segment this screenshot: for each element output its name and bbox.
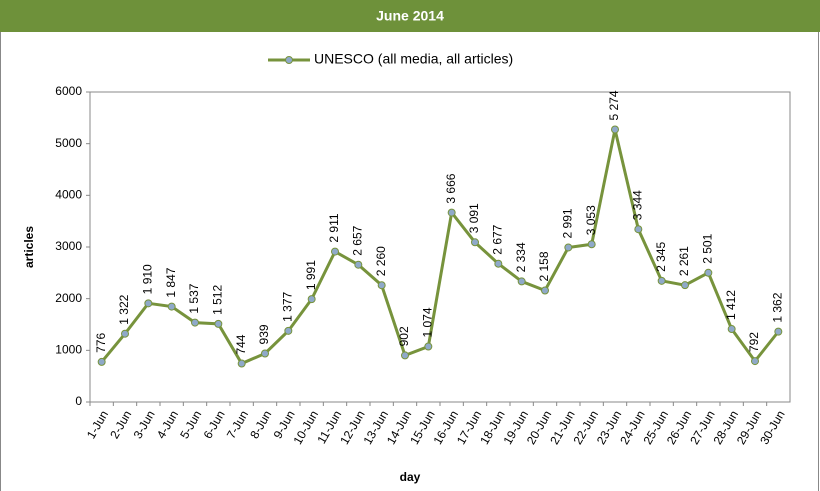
y-tick-label: 3000 (55, 239, 82, 253)
data-label: 1 377 (281, 291, 295, 321)
marker (354, 260, 363, 269)
marker (237, 359, 246, 368)
data-label: 1 362 (771, 292, 785, 322)
data-label: 1 910 (141, 264, 155, 294)
data-label: 902 (397, 326, 411, 346)
data-label: 939 (257, 324, 271, 344)
marker (121, 329, 129, 338)
marker (471, 238, 479, 247)
title-bar (0, 0, 820, 32)
data-label: 2 334 (514, 242, 528, 272)
marker (517, 277, 526, 286)
marker (447, 208, 456, 217)
marker (377, 281, 386, 290)
y-tick-label: 6000 (55, 84, 82, 98)
marker (284, 326, 293, 335)
data-label: 3 344 (631, 190, 645, 220)
data-label: 2 657 (351, 225, 365, 255)
marker (307, 295, 316, 304)
data-label: 744 (234, 334, 248, 354)
data-label: 792 (747, 332, 761, 352)
data-label: 3 091 (467, 203, 481, 233)
data-label: 3 053 (584, 205, 598, 235)
data-label: 1 322 (117, 294, 131, 324)
marker (634, 225, 643, 234)
data-label: 2 501 (701, 233, 715, 263)
marker (564, 243, 573, 252)
legend-label: UNESCO (all media, all articles) (314, 51, 513, 67)
marker (704, 268, 713, 277)
marker (214, 319, 223, 328)
marker (401, 351, 409, 360)
data-label: 1 991 (304, 260, 318, 290)
marker (97, 357, 106, 366)
y-tick-label: 2000 (55, 291, 82, 305)
marker (424, 342, 433, 351)
y-tick-label: 5000 (55, 136, 82, 150)
data-label: 776 (94, 333, 108, 353)
y-tick-label: 1000 (55, 343, 82, 357)
marker (167, 302, 176, 311)
marker (261, 349, 269, 358)
y-axis-label: articles (22, 226, 36, 268)
data-label: 2 260 (374, 246, 388, 276)
marker (144, 299, 153, 308)
y-tick-label: 4000 (55, 188, 82, 202)
marker (611, 125, 619, 134)
chart-title: June 2014 (376, 8, 444, 24)
y-tick-label: 0 (75, 394, 82, 408)
marker (751, 357, 759, 366)
marker (541, 286, 549, 295)
marker (727, 325, 736, 334)
data-label: 2 991 (561, 208, 575, 238)
data-label: 5 274 (607, 90, 621, 120)
marker (494, 259, 503, 268)
data-label: 2 911 (327, 213, 341, 242)
data-label: 1 074 (421, 307, 435, 337)
marker (331, 247, 339, 256)
marker (681, 281, 689, 290)
data-label: 2 158 (537, 251, 551, 281)
marker (774, 327, 783, 336)
marker (191, 318, 199, 327)
data-label: 1 412 (724, 290, 738, 320)
legend-marker (285, 56, 293, 64)
data-label: 1 537 (187, 283, 201, 313)
x-axis-label: day (400, 470, 421, 484)
data-label: 2 677 (491, 224, 505, 254)
data-label: 2 345 (654, 241, 668, 271)
data-label: 1 512 (211, 285, 225, 315)
data-label: 1 847 (164, 267, 178, 297)
data-label: 3 666 (444, 173, 458, 203)
marker (657, 276, 666, 285)
data-label: 2 261 (677, 246, 691, 276)
marker (587, 240, 596, 249)
